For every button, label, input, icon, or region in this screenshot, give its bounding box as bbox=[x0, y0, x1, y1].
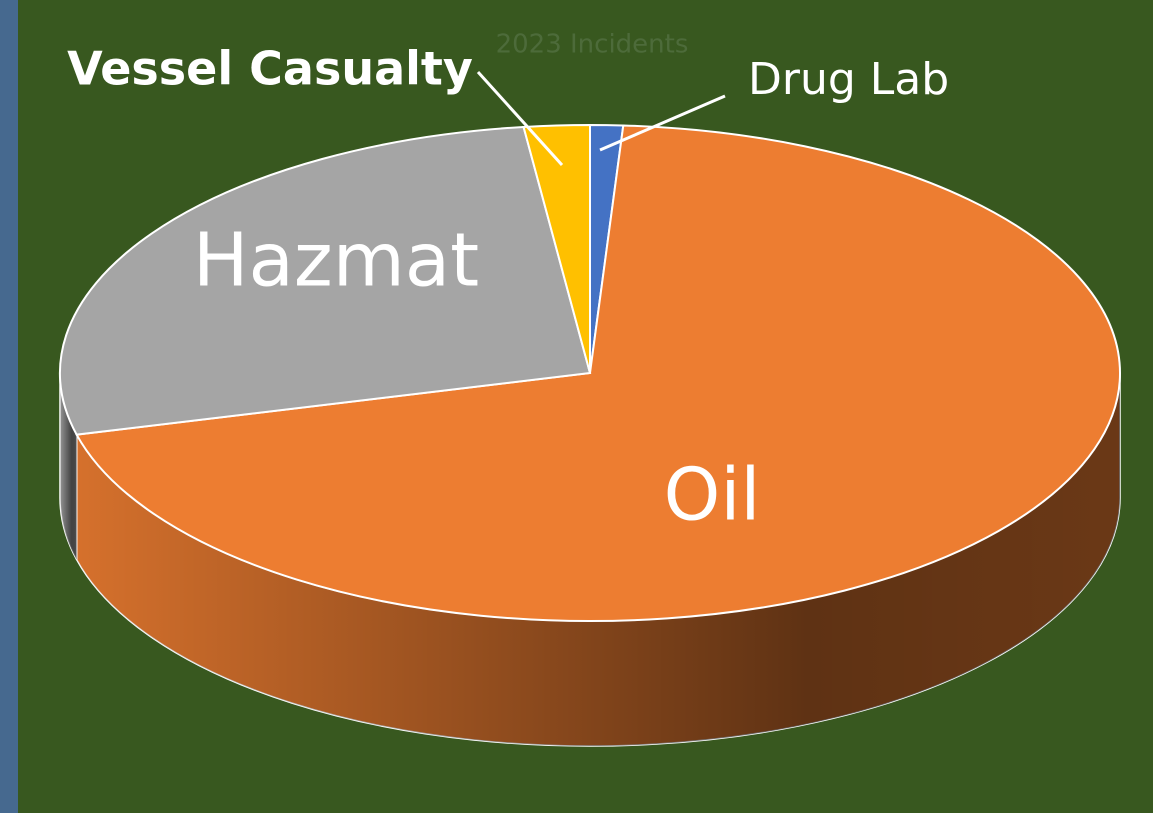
pie bbox=[59, 123, 1121, 747]
slice-label: Oil bbox=[664, 453, 761, 537]
pie-slice bbox=[59, 125, 592, 436]
slice-label: Vessel Casualty bbox=[67, 42, 473, 96]
slice-label: Drug Lab bbox=[748, 54, 949, 105]
slice-label: Hazmat bbox=[193, 218, 479, 304]
leader-line bbox=[476, 70, 564, 167]
side-shade bbox=[76, 373, 1121, 747]
chart-title: 2023 Incidents bbox=[496, 30, 689, 60]
pie-slice bbox=[75, 124, 1121, 622]
left-strip bbox=[0, 0, 18, 813]
leader-line bbox=[599, 94, 726, 152]
pie-slice bbox=[522, 123, 591, 374]
side-shade bbox=[60, 373, 77, 560]
